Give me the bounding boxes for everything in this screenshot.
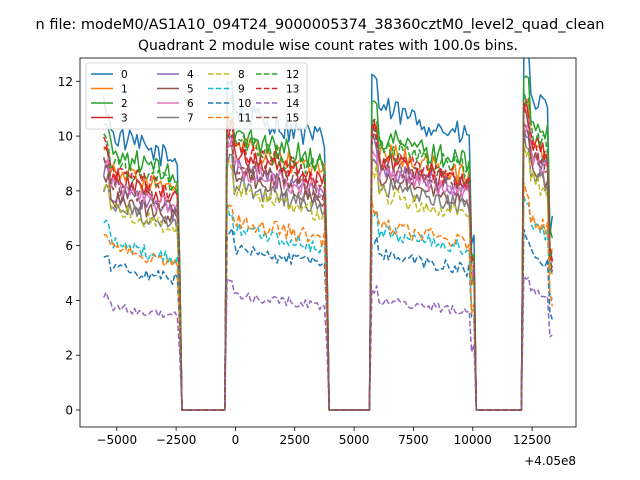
legend-label: 4 xyxy=(187,69,194,81)
legend-label: 12 xyxy=(286,69,299,81)
legend-label: 0 xyxy=(121,69,128,81)
y-tick-label: 6 xyxy=(65,239,73,253)
legend-label: 9 xyxy=(238,84,245,96)
legend-label: 7 xyxy=(187,113,194,125)
x-tick-label: −5000 xyxy=(96,433,137,447)
x-tick-label: 7500 xyxy=(398,433,429,447)
x-tick-label: 5000 xyxy=(339,433,370,447)
y-tick-label: 12 xyxy=(58,75,73,89)
series-layer xyxy=(102,58,554,411)
x-tick-label: 2500 xyxy=(280,433,311,447)
x-tick-label: 12500 xyxy=(513,433,551,447)
y-tick-label: 0 xyxy=(65,404,73,418)
legend-label: 5 xyxy=(187,84,194,96)
y-tick-label: 2 xyxy=(65,349,73,363)
x-axis: −5000 −2500 0 2500 5000 7500 10000 12500 xyxy=(96,427,551,447)
y-tick-label: 4 xyxy=(65,294,73,308)
y-tick-label: 10 xyxy=(58,130,73,144)
legend-label: 13 xyxy=(286,84,299,96)
x-tick-label: −2500 xyxy=(156,433,197,447)
chart-title: Quadrant 2 module wise count rates with … xyxy=(138,38,518,54)
legend-label: 14 xyxy=(286,98,300,110)
legend-label: 6 xyxy=(187,98,194,110)
legend-label: 10 xyxy=(238,98,251,110)
x-tick-label: 10000 xyxy=(454,433,492,447)
legend-label: 11 xyxy=(238,113,251,125)
legend-frame xyxy=(85,62,308,130)
legend-label: 1 xyxy=(121,84,128,96)
x-offset-label: +4.05e8 xyxy=(524,454,576,468)
plot-frame xyxy=(79,57,577,428)
legend-label: 15 xyxy=(286,113,299,125)
legend-label: 2 xyxy=(121,98,128,110)
figure-suptitle: n file: modeM0/AS1A10_094T24_9000005374_… xyxy=(36,17,605,33)
y-axis: 0 2 4 6 8 10 12 xyxy=(58,75,80,418)
legend-label: 8 xyxy=(238,69,245,81)
y-tick-label: 8 xyxy=(65,184,73,198)
x-tick-label: 0 xyxy=(232,433,240,447)
legend-label: 3 xyxy=(121,113,128,125)
